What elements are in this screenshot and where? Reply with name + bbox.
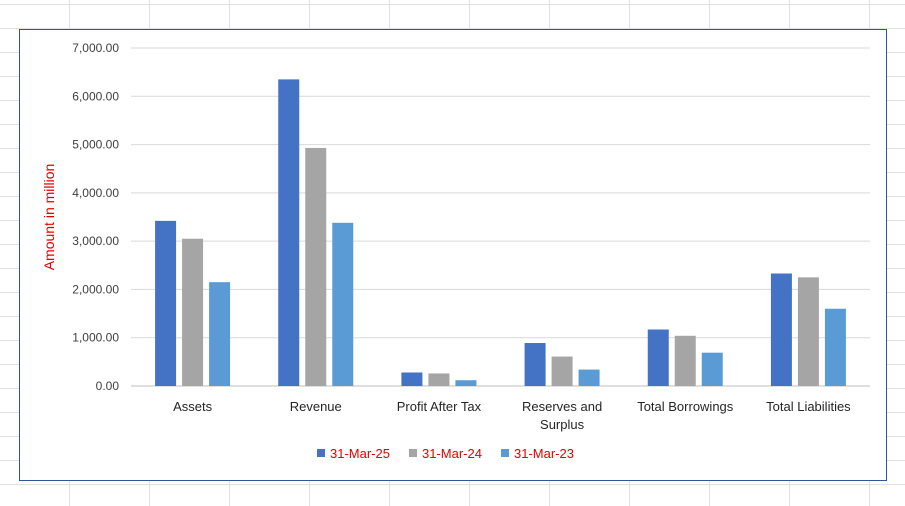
y-tick-label: 3,000.00 <box>72 234 119 248</box>
y-tick-label: 2,000.00 <box>72 282 119 296</box>
bar <box>770 273 792 386</box>
bar <box>401 372 423 386</box>
bar <box>647 329 669 386</box>
bar <box>797 277 819 386</box>
y-axis-title: Amount in million <box>41 164 57 271</box>
bar <box>305 147 327 386</box>
y-tick-label: 1,000.00 <box>72 331 119 345</box>
y-tick-label: 4,000.00 <box>72 186 119 200</box>
legend-label: 31-Mar-25 <box>330 446 390 461</box>
bar <box>332 222 354 386</box>
y-tick-label: 5,000.00 <box>72 138 119 152</box>
legend-label: 31-Mar-24 <box>422 446 482 461</box>
category-label: Total Borrowings <box>637 399 734 414</box>
y-tick-label: 0.00 <box>96 379 120 393</box>
bar <box>524 343 546 386</box>
legend-swatch <box>501 449 509 457</box>
bar <box>209 282 231 386</box>
y-tick-label: 6,000.00 <box>72 89 119 103</box>
category-label: Reserves and <box>522 399 602 414</box>
bar <box>551 356 573 386</box>
category-label: Assets <box>173 399 213 414</box>
category-label: Revenue <box>290 399 342 414</box>
category-label: Total Liabilities <box>766 399 851 414</box>
legend-swatch <box>409 449 417 457</box>
bar <box>824 308 846 386</box>
bar <box>278 79 300 386</box>
y-tick-label: 7,000.00 <box>72 41 119 55</box>
bar <box>182 238 204 386</box>
bar <box>455 380 477 386</box>
bar <box>155 220 177 386</box>
bar <box>428 373 450 386</box>
bar <box>578 369 600 386</box>
legend-label: 31-Mar-23 <box>514 446 574 461</box>
category-label: Surplus <box>540 417 585 432</box>
bar <box>674 335 696 386</box>
bar-chart: 0.00 1,000.00 2,000.00 3,000.00 4,000.00 5,00… <box>41 41 870 461</box>
chart-area[interactable]: 0.00 1,000.00 2,000.00 3,000.00 4,000.00 5,00… <box>19 29 887 481</box>
bar <box>701 352 723 386</box>
category-label: Profit After Tax <box>397 399 482 414</box>
legend-swatch <box>317 449 325 457</box>
